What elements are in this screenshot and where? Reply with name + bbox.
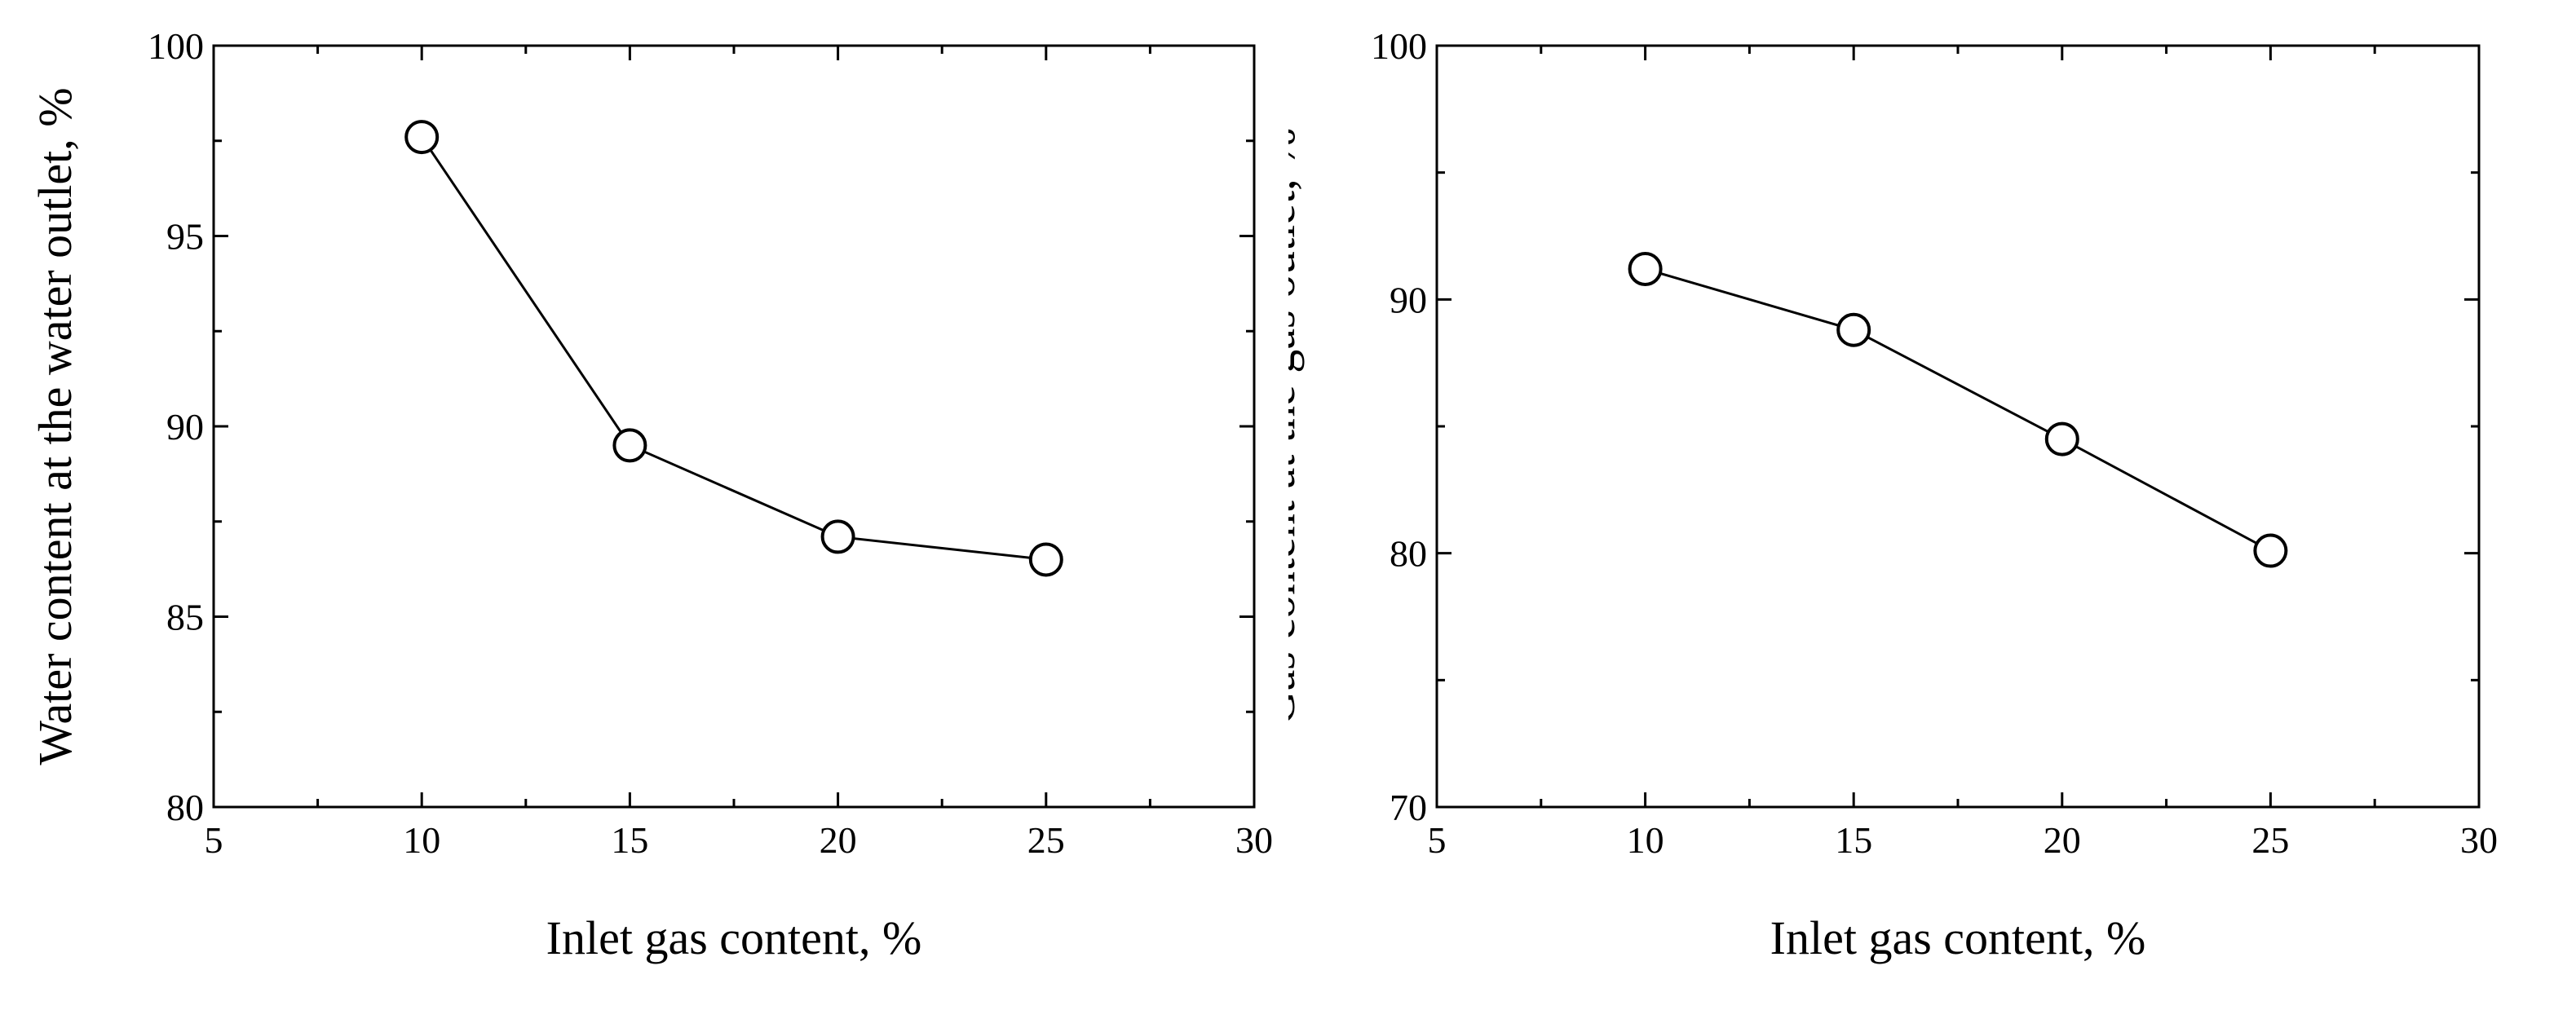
y-tick-label: 80	[166, 787, 204, 828]
x-axis-title: Inlet gas content, %	[546, 911, 922, 964]
x-tick-label: 20	[820, 819, 857, 861]
series-line	[420, 136, 1046, 561]
x-tick-label: 10	[1627, 819, 1664, 861]
y-tick-label: 85	[166, 597, 204, 638]
data-point	[1836, 312, 1871, 347]
data-point	[2253, 533, 2288, 568]
series-line	[1645, 267, 2272, 552]
gas-content-chart: 5 10 15 20 25 30 70 80 90 100 Inlet gas content, %…	[1288, 25, 2498, 964]
plot-frame	[212, 44, 1256, 809]
data-point	[1628, 251, 1663, 286]
water-content-chart: 5 10 15 20 25 30 80 85 90 95 100 Inlet gas content,…	[29, 25, 1273, 964]
x-tick-label: 25	[1027, 819, 1065, 861]
y-tick-label: 100	[1371, 25, 1427, 67]
x-tick-label: 5	[205, 819, 223, 861]
x-tick-label: 5	[1428, 819, 1447, 861]
y-axis-title: Water content at the water outlet, %	[29, 87, 82, 765]
x-tick-label: 25	[2251, 819, 2289, 861]
data-point	[1028, 542, 1063, 577]
x-tick-label: 30	[1235, 819, 1273, 861]
x-tick-label: 15	[1835, 819, 1872, 861]
x-tick-label: 15	[611, 819, 648, 861]
y-tick-label: 90	[1390, 279, 1427, 320]
x-axis-title: Inlet gas content, %	[1770, 911, 2146, 964]
data-point	[612, 428, 647, 463]
y-tick-label: 80	[1390, 533, 1427, 575]
y-axis-title: Gas content at the gas outlet, %	[1288, 128, 1305, 726]
plot-frame	[1435, 44, 2481, 809]
data-point	[2044, 421, 2079, 456]
data-point	[820, 519, 855, 554]
y-tick-label: 100	[148, 25, 204, 67]
x-tick-label: 10	[403, 819, 440, 861]
x-tick-label: 30	[2460, 819, 2498, 861]
y-tick-label: 90	[166, 406, 204, 448]
x-tick-label: 20	[2044, 819, 2081, 861]
y-tick-label: 70	[1390, 787, 1427, 828]
y-tick-label: 95	[166, 216, 204, 258]
data-point	[404, 120, 440, 155]
